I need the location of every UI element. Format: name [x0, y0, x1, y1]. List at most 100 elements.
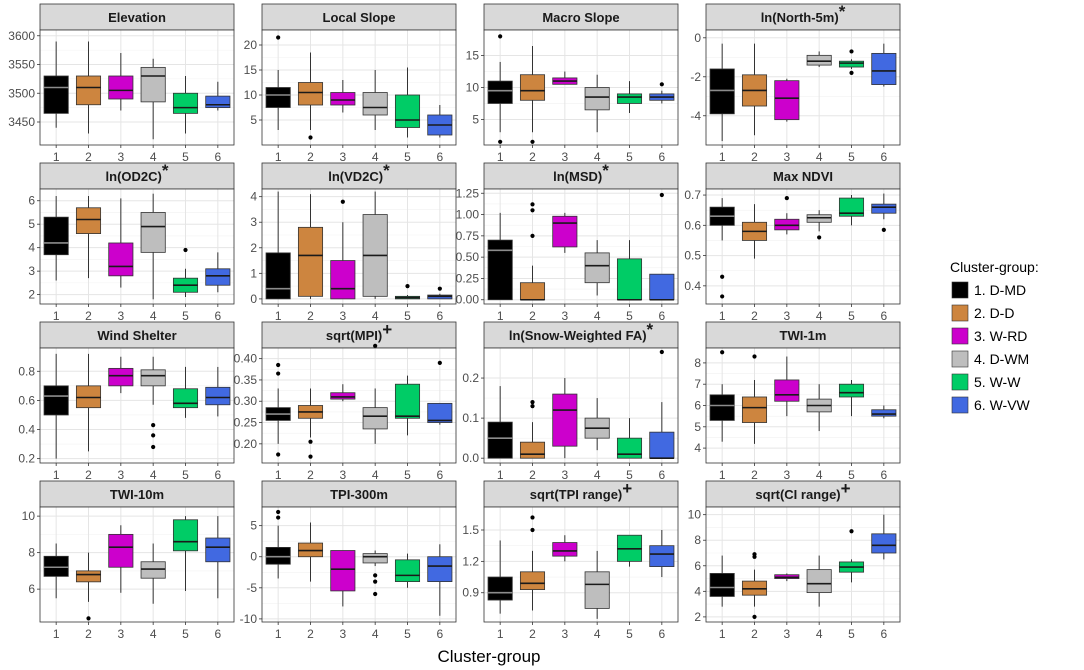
outlier-point [308, 454, 313, 459]
y-tick-label: 0.1 [462, 411, 479, 425]
outlier-point [881, 227, 886, 232]
box-group-3 [774, 356, 800, 417]
x-tick-label: 3 [117, 468, 124, 482]
y-tick-label: 0 [250, 292, 257, 306]
y-tick-label: 15 [244, 63, 258, 77]
x-tick-label: 6 [214, 150, 221, 164]
box-group-5 [616, 240, 643, 301]
panel-title: Macro Slope [542, 10, 619, 25]
panel-title-superscript: + [382, 320, 392, 339]
box-group-3 [330, 80, 356, 113]
outlier-point [276, 515, 281, 520]
panel-strip [261, 480, 457, 508]
box-iqr [709, 573, 735, 597]
panel-ln-msd: ln(MSD)*0.000.250.500.751.001.251 2 3 4 5 6 [456, 161, 679, 323]
x-tick-label: 1 [719, 309, 726, 323]
panel-background [40, 348, 234, 463]
panel-ln-north-5m: ln(North-5m)*-4-201 2 3 4 5 6 [690, 2, 901, 164]
y-tick-label: 0.4 [18, 423, 35, 437]
x-tick-label: 6 [658, 468, 665, 482]
box-group-5 [838, 49, 865, 75]
box-iqr [774, 80, 800, 121]
box-iqr [427, 402, 453, 423]
panel-background [40, 189, 234, 304]
y-tick-label: 3550 [8, 58, 35, 72]
outlier-point [849, 529, 854, 534]
panel-background [40, 30, 234, 145]
panel-title: Wind Shelter [97, 328, 176, 343]
outlier-point [151, 423, 156, 428]
x-tick-label: 2 [307, 150, 314, 164]
x-tick-label: 1 [497, 468, 504, 482]
x-tick-label: 6 [658, 627, 665, 641]
outlier-point [308, 439, 313, 444]
panel-wind-shelter: Wind Shelter 0.2 0.4 0.6 0.8 1 2 3 4 5 6 [18, 321, 235, 482]
box-iqr [172, 92, 199, 114]
legend-entry-4: 4. D-WM [951, 350, 1029, 368]
box-iqr [741, 396, 768, 423]
x-tick-label: 2 [529, 309, 536, 323]
x-tick-label: 4 [594, 150, 601, 164]
y-tick-label: 3 [28, 264, 35, 278]
x-tick-label: 5 [404, 309, 411, 323]
panel-background [706, 189, 900, 304]
box-group-3 [108, 53, 134, 111]
box-iqr [584, 87, 610, 111]
outlier-point [373, 343, 378, 348]
y-tick-label: 0.75 [456, 229, 480, 243]
y-tick-label: 0.4 [684, 279, 701, 293]
box-group-1 [487, 386, 513, 459]
panel-strip [39, 3, 235, 31]
x-tick-label: 5 [626, 468, 633, 482]
y-tick-label: 3 [250, 215, 257, 229]
y-tick-label: -10 [240, 612, 258, 626]
box-iqr [140, 369, 166, 387]
y-tick-label: 8 [694, 533, 701, 547]
y-tick-label: 0.00 [456, 293, 480, 307]
x-axis-title: Cluster-group [438, 647, 541, 666]
panel-border [39, 29, 235, 146]
box-iqr [487, 80, 513, 104]
box-group-3 [774, 195, 800, 235]
outlier-point [530, 515, 535, 520]
box-iqr [774, 379, 800, 402]
y-tick-label: 2 [28, 288, 35, 302]
box-iqr [265, 252, 291, 300]
box-group-1 [43, 353, 69, 459]
outlier-point [530, 233, 535, 238]
x-tick-label: 4 [816, 627, 823, 641]
box-iqr [519, 571, 546, 590]
x-tick-label: 3 [339, 150, 346, 164]
box-group-4 [362, 550, 388, 597]
panel-border [705, 347, 901, 464]
legend-entry-6: 6. W-VW [951, 396, 1031, 414]
y-tick-label: 0.9 [462, 586, 479, 600]
x-tick-label: 6 [436, 150, 443, 164]
panel-title: Local Slope [323, 10, 396, 25]
y-tick-label: 5 [472, 112, 479, 126]
box-group-2 [741, 354, 768, 444]
panel-background [484, 507, 678, 622]
box-iqr [871, 409, 897, 417]
y-tick-label: 0.6 [684, 218, 701, 232]
box-group-6 [205, 366, 231, 417]
outlier-point [849, 70, 854, 75]
panel-title: Max NDVI [773, 169, 833, 184]
box-iqr [709, 394, 735, 421]
box-group-2 [519, 45, 546, 144]
box-iqr [205, 537, 231, 563]
x-tick-label: 5 [182, 627, 189, 641]
panel-title: TWI-1m [780, 328, 827, 343]
panel-title: TWI-10m [110, 487, 164, 502]
box-group-3 [108, 525, 134, 593]
x-tick-label: 6 [658, 150, 665, 164]
panel-border [261, 188, 457, 305]
box-group-5 [172, 516, 199, 591]
x-tick-label: 5 [626, 309, 633, 323]
outlier-point [530, 404, 535, 409]
box-group-4 [140, 58, 166, 140]
x-tick-label: 6 [214, 309, 221, 323]
box-group-4 [806, 51, 832, 68]
x-tick-label: 5 [404, 150, 411, 164]
box-group-6 [649, 192, 675, 301]
